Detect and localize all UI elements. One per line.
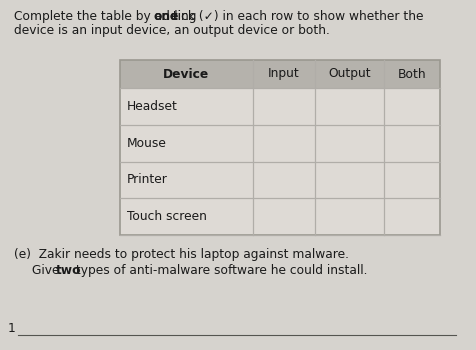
Text: Printer: Printer <box>127 173 168 186</box>
Text: tick (✓) in each row to show whether the: tick (✓) in each row to show whether the <box>169 10 424 23</box>
Text: Mouse: Mouse <box>127 136 167 150</box>
FancyBboxPatch shape <box>120 125 440 161</box>
Text: device is an input device, an output device or both.: device is an input device, an output dev… <box>14 24 330 37</box>
Text: Complete the table by adding: Complete the table by adding <box>14 10 200 23</box>
FancyBboxPatch shape <box>120 198 440 235</box>
Text: Touch screen: Touch screen <box>127 210 207 223</box>
Text: two: two <box>56 264 81 277</box>
Text: Input: Input <box>268 68 300 80</box>
Text: Both: Both <box>397 68 426 80</box>
Text: one: one <box>153 10 178 23</box>
Text: 1: 1 <box>8 322 16 335</box>
FancyBboxPatch shape <box>120 60 440 88</box>
Text: Output: Output <box>328 68 371 80</box>
Text: types of anti-malware software he could install.: types of anti-malware software he could … <box>72 264 367 277</box>
FancyBboxPatch shape <box>120 88 440 125</box>
Text: (e)  Zakir needs to protect his laptop against malware.: (e) Zakir needs to protect his laptop ag… <box>14 248 349 261</box>
Text: Headset: Headset <box>127 100 178 113</box>
Text: Device: Device <box>163 68 209 80</box>
FancyBboxPatch shape <box>120 161 440 198</box>
Text: Give: Give <box>32 264 63 277</box>
